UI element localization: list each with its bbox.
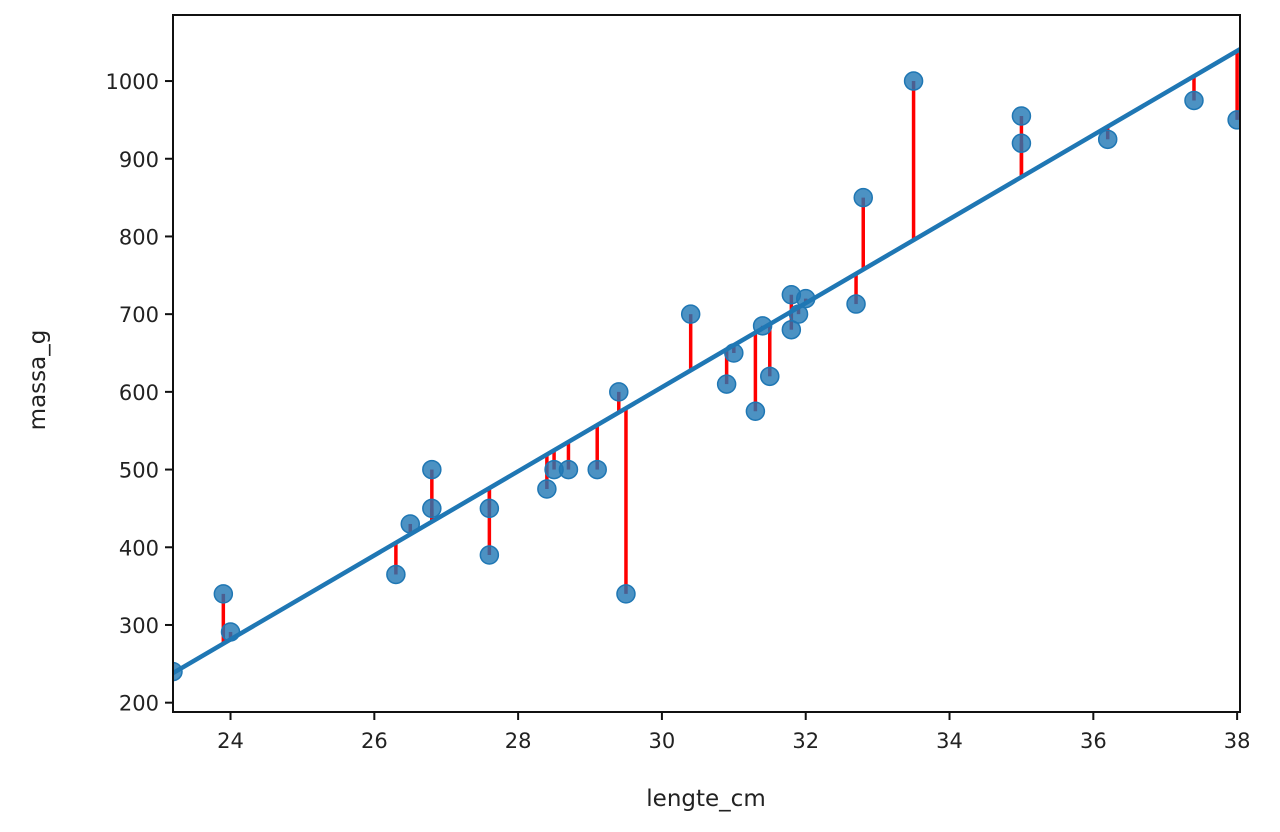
data-point bbox=[537, 479, 557, 499]
data-point bbox=[587, 459, 607, 480]
data-point bbox=[903, 71, 924, 91]
data-point bbox=[386, 564, 406, 585]
data-point bbox=[680, 304, 701, 324]
x-axis-label: lengte_cm bbox=[646, 786, 765, 812]
data-point bbox=[853, 187, 873, 208]
y-tick-label: 600 bbox=[119, 381, 159, 405]
y-tick-label: 900 bbox=[119, 148, 159, 172]
x-tick-label: 34 bbox=[936, 729, 963, 753]
x-axis: 24 26 28 30 32 34 36 38 bbox=[217, 712, 1250, 753]
data-point bbox=[1011, 133, 1032, 153]
data-points bbox=[173, 71, 1240, 682]
data-point bbox=[609, 382, 629, 402]
data-point bbox=[479, 498, 500, 519]
data-point bbox=[760, 366, 780, 387]
y-axis: 200 300 400 500 600 700 800 900 1000 bbox=[106, 70, 173, 716]
x-tick-label: 36 bbox=[1080, 729, 1107, 753]
y-tick-label: 300 bbox=[119, 614, 159, 638]
data-point bbox=[1227, 110, 1240, 130]
data-point bbox=[422, 498, 442, 519]
data-point bbox=[1097, 129, 1118, 150]
x-tick-label: 28 bbox=[505, 729, 532, 753]
regression-line bbox=[173, 47, 1240, 675]
x-tick-label: 24 bbox=[217, 729, 244, 753]
data-point bbox=[846, 294, 866, 314]
y-tick-label: 1000 bbox=[106, 70, 159, 94]
data-point bbox=[716, 374, 737, 394]
y-tick-label: 200 bbox=[119, 692, 159, 716]
data-point bbox=[616, 584, 636, 604]
regression-line-group bbox=[173, 47, 1240, 675]
x-tick-label: 30 bbox=[649, 729, 676, 753]
data-point bbox=[479, 545, 500, 565]
data-point bbox=[558, 459, 579, 480]
y-tick-label: 400 bbox=[119, 536, 159, 560]
data-point bbox=[422, 459, 442, 480]
y-tick-label: 800 bbox=[119, 225, 159, 249]
y-tick-label: 500 bbox=[119, 459, 159, 483]
x-tick-label: 26 bbox=[361, 729, 388, 753]
x-tick-label: 32 bbox=[792, 729, 819, 753]
x-tick-label: 38 bbox=[1224, 729, 1251, 753]
y-axis-label: massa_g bbox=[25, 330, 51, 431]
y-tick-label: 700 bbox=[119, 303, 159, 327]
data-point bbox=[1184, 90, 1204, 111]
data-point bbox=[1011, 106, 1032, 126]
data-point bbox=[213, 584, 234, 604]
plot-frame bbox=[172, 14, 1241, 713]
data-point bbox=[745, 401, 766, 422]
